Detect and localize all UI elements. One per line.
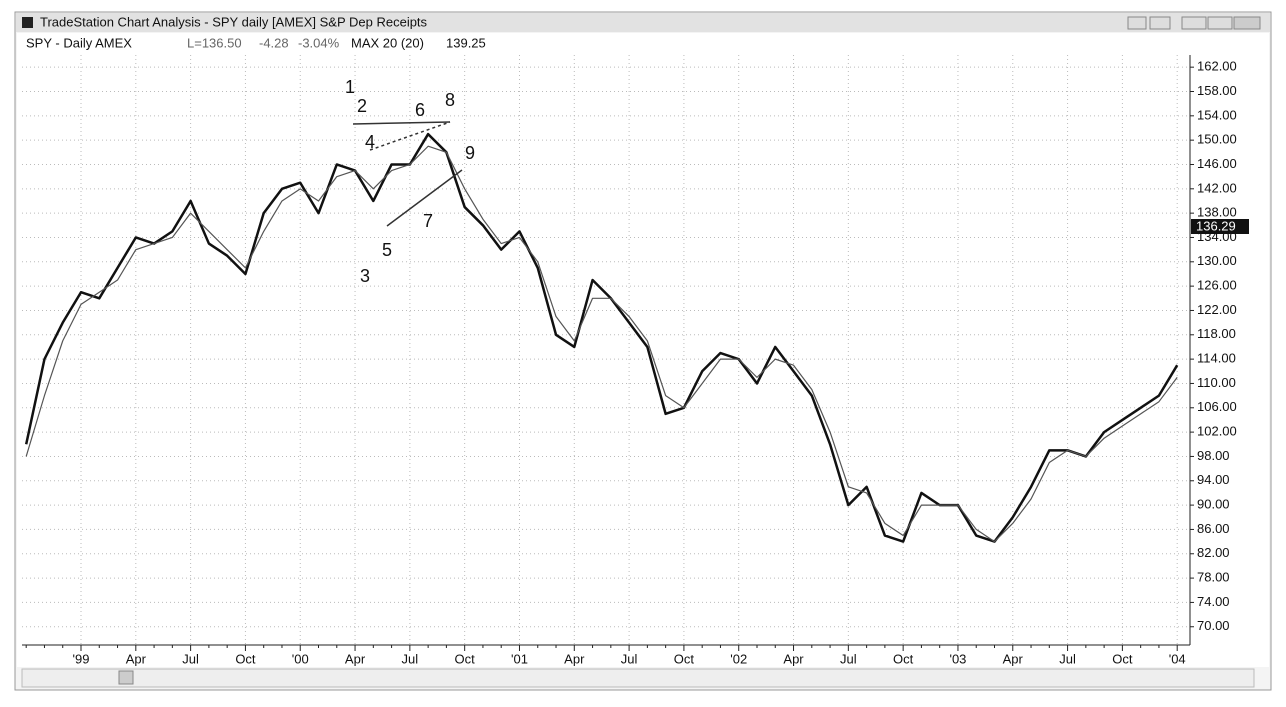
moving-average-line	[25, 145, 1178, 543]
ma-value: 139.25	[446, 35, 486, 50]
annotation: 3	[360, 266, 370, 286]
y-tick-label: 114.00	[1197, 351, 1236, 366]
symbol-label: SPY - Daily AMEX	[26, 35, 132, 50]
plot: 70.00 74.00 78.00 82.00 86.00 90.00 94.00 98.00…	[22, 55, 1237, 666]
change: -4.28	[259, 35, 289, 50]
y-tick-label: 102.00	[1197, 424, 1237, 439]
y-tick-label: 74.00	[1197, 594, 1230, 609]
x-tick-label: Apr	[564, 651, 585, 666]
y-tick-label: 82.00	[1197, 545, 1230, 560]
last-price: L=136.50	[187, 35, 242, 50]
annotation: 5	[382, 240, 392, 260]
ma-label: MAX 20 (20)	[351, 35, 424, 50]
y-tick-label: 142.00	[1197, 180, 1237, 195]
x-tick-label: Jul	[1059, 651, 1076, 666]
scroll-thumb[interactable]	[118, 670, 134, 685]
x-tick-label: Apr	[345, 651, 366, 666]
x-tick-label: Jul	[182, 651, 199, 666]
annotation: 9	[465, 143, 475, 163]
change-percent: -3.04%	[298, 35, 340, 50]
annotation: 4	[365, 132, 375, 152]
close-button[interactable]	[1233, 16, 1261, 30]
y-tick-label: 106.00	[1197, 399, 1237, 414]
x-tick-label: Oct	[893, 651, 914, 666]
style-button[interactable]	[1127, 16, 1147, 30]
trendline	[369, 121, 451, 151]
y-tick-label: 146.00	[1197, 156, 1237, 171]
y-tick-label: 154.00	[1197, 107, 1237, 122]
title-bar	[16, 13, 1270, 32]
y-tick-label: 150.00	[1197, 132, 1237, 147]
x-tick-label: '99	[73, 651, 90, 666]
x-tick-label: '04	[1169, 651, 1186, 666]
price-marker: 136.29	[1196, 218, 1236, 233]
x-tick-label: Apr	[783, 651, 804, 666]
y-tick-label: 158.00	[1197, 83, 1237, 98]
chart-area	[17, 33, 1269, 667]
y-tick-label: 126.00	[1197, 278, 1237, 293]
y-tick-label: 110.00	[1197, 375, 1236, 390]
x-tick-label: Oct	[674, 651, 695, 666]
y-tick-label: 98.00	[1197, 448, 1230, 463]
y-tick-label: 118.00	[1197, 326, 1236, 341]
x-tick-label: Jul	[402, 651, 419, 666]
trendline	[386, 169, 463, 227]
x-tick-label: '02	[730, 651, 747, 666]
x-tick-label: Apr	[126, 651, 147, 666]
y-tick-label: 86.00	[1197, 521, 1230, 536]
y-tick-label: 138.00	[1197, 205, 1237, 220]
trendline	[352, 121, 451, 125]
y-tick-label: 162.00	[1197, 59, 1237, 74]
x-tick-label: Oct	[455, 651, 476, 666]
x-tick-label: Apr	[1003, 651, 1024, 666]
y-tick-label: 94.00	[1197, 472, 1230, 487]
annotation: 6	[415, 100, 425, 120]
y-tick-label: 130.00	[1197, 253, 1237, 268]
x-tick-label: '00	[292, 651, 309, 666]
price-line	[24, 132, 1179, 543]
y-tick-label: 78.00	[1197, 570, 1230, 585]
annotation: 8	[445, 90, 455, 110]
x-tick-label: '03	[949, 651, 966, 666]
x-tick-label: Jul	[621, 651, 638, 666]
minimize-button[interactable]	[1181, 16, 1207, 30]
y-tick-label: 122.00	[1197, 302, 1237, 317]
y-tick-label: 70.00	[1197, 618, 1230, 633]
x-tick-label: Jul	[840, 651, 857, 666]
app-icon	[22, 17, 33, 28]
scrollbar[interactable]	[21, 668, 1255, 688]
layout-button[interactable]	[1149, 16, 1171, 30]
annotation: 2	[357, 96, 367, 116]
y-tick-label: 90.00	[1197, 497, 1230, 512]
x-tick-label: Oct	[235, 651, 256, 666]
annotation: 1	[345, 77, 355, 97]
window-title: TradeStation Chart Analysis - SPY daily …	[40, 14, 428, 29]
maximize-button[interactable]	[1207, 16, 1233, 30]
annotation: 7	[423, 211, 433, 231]
x-tick-label: '01	[511, 651, 528, 666]
price-marker-box	[1191, 219, 1249, 234]
x-tick-label: Oct	[1112, 651, 1133, 666]
